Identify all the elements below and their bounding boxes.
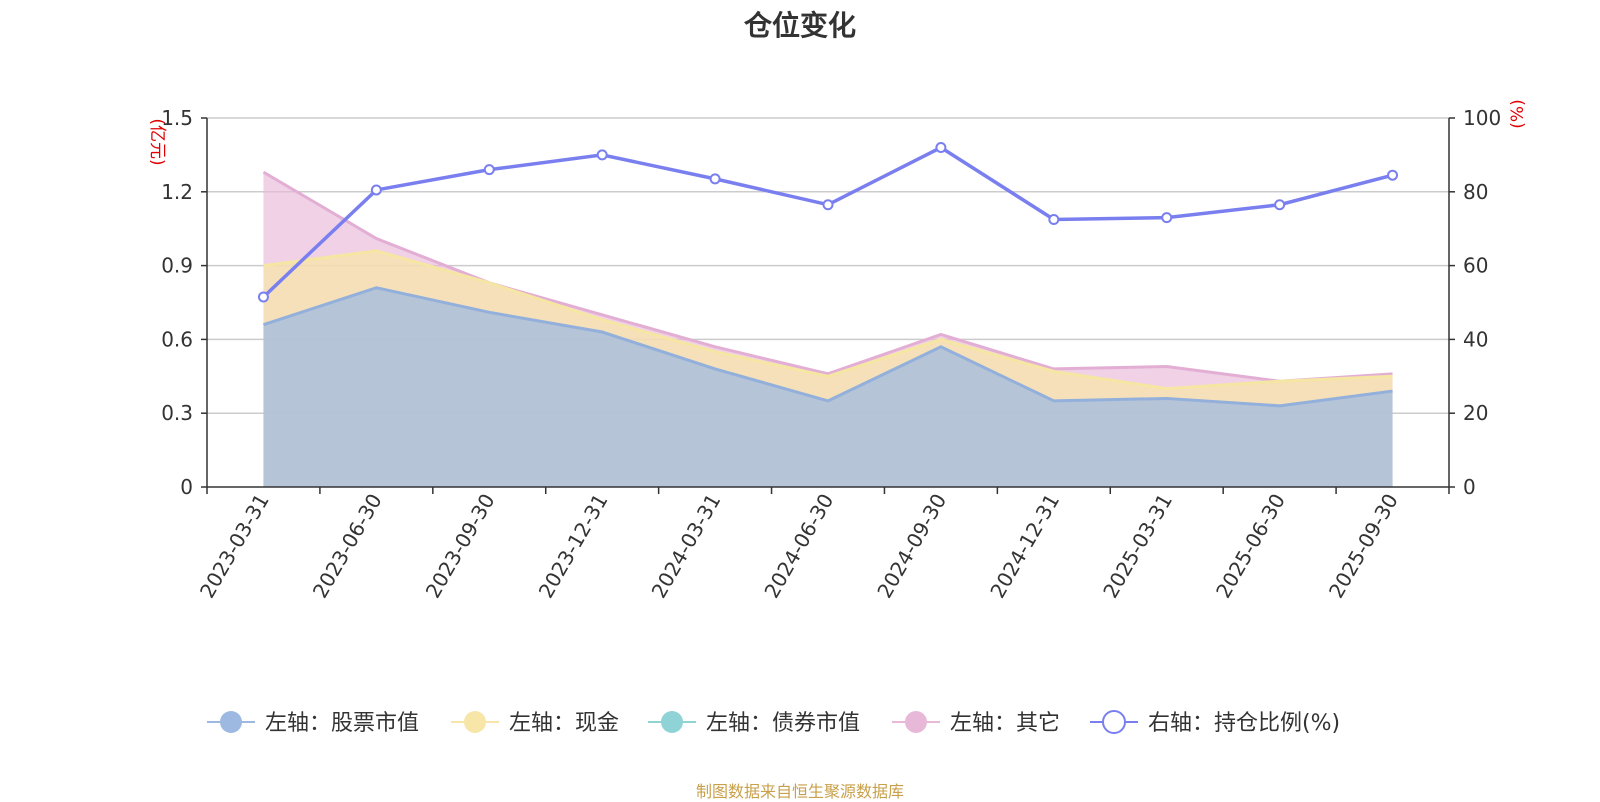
legend-marker xyxy=(905,711,927,733)
left-tick-label: 1.5 xyxy=(161,106,193,130)
ratio-point xyxy=(822,199,834,211)
legend-label: 左轴：债券市值 xyxy=(706,711,860,736)
right-axis-unit: (%) xyxy=(1508,99,1528,128)
right-tick-label: 100 xyxy=(1463,106,1501,130)
legend-label: 右轴：持仓比例(%) xyxy=(1148,711,1340,736)
legend-item[interactable]: 左轴：其它 xyxy=(892,711,1060,736)
area-line-3 xyxy=(262,170,1393,383)
area-layers xyxy=(262,170,1393,487)
legend-item[interactable]: 左轴：股票市值 xyxy=(207,711,419,736)
left-tick-label: 0 xyxy=(180,475,193,499)
left-tick-label: 1.2 xyxy=(161,180,193,204)
ratio-point xyxy=(709,173,721,185)
x-tick-label: 2023-09-30 xyxy=(421,490,500,603)
ratio-series xyxy=(257,142,1399,303)
legend-item[interactable]: 左轴：债券市值 xyxy=(648,711,860,736)
right-tick-label: 20 xyxy=(1463,401,1488,425)
right-tick-label: 60 xyxy=(1463,254,1488,278)
legend-item[interactable]: 右轴：持仓比例(%) xyxy=(1090,710,1340,736)
ratio-point xyxy=(596,149,608,161)
data-source-note: 制图数据来自恒生聚源数据库 xyxy=(695,782,904,801)
legend: 左轴：股票市值 左轴：现金 左轴：债券市值 左轴：其它 右轴：持仓比例(%) xyxy=(207,710,1340,736)
legend-marker xyxy=(220,711,242,733)
right-tick-label: 80 xyxy=(1463,180,1488,204)
ratio-point xyxy=(1274,199,1286,211)
x-tick-label: 2024-12-31 xyxy=(985,490,1064,603)
x-tick-label: 2023-12-31 xyxy=(534,490,613,603)
area-line-1 xyxy=(263,249,1393,391)
legend-label: 左轴：其它 xyxy=(950,711,1060,736)
ratio-point xyxy=(935,142,947,154)
right-tick-label: 40 xyxy=(1463,327,1488,351)
x-tick-label: 2025-09-30 xyxy=(1324,490,1403,603)
x-tick-label: 2025-06-30 xyxy=(1211,490,1290,603)
ratio-point xyxy=(257,291,269,303)
legend-label: 左轴：现金 xyxy=(509,711,619,736)
x-tick-label: 2024-03-31 xyxy=(647,490,726,603)
legend-marker xyxy=(1102,710,1126,734)
legend-item[interactable]: 左轴：现金 xyxy=(451,711,619,736)
legend-label: 左轴：股票市值 xyxy=(265,711,419,736)
left-tick-label: 0.6 xyxy=(161,327,193,351)
ratio-point xyxy=(370,184,382,196)
chart-title: 仓位变化 xyxy=(743,9,856,42)
area-0 xyxy=(263,287,1393,487)
x-tick-label: 2024-06-30 xyxy=(759,490,838,603)
x-tick-label: 2024-09-30 xyxy=(872,490,951,603)
right-tick-label: 0 xyxy=(1463,475,1476,499)
x-tick-label: 2025-03-31 xyxy=(1098,490,1177,603)
area-line-0 xyxy=(262,286,1393,408)
legend-marker xyxy=(661,711,683,733)
ratio-point xyxy=(1387,169,1399,181)
ratio-point xyxy=(483,164,495,176)
left-axis-unit: (亿元) xyxy=(147,118,167,165)
ratio-point xyxy=(1048,213,1060,225)
left-tick-label: 0.9 xyxy=(161,254,193,278)
x-tick-label: 2023-03-31 xyxy=(195,490,274,603)
x-tick-label: 2023-06-30 xyxy=(308,490,387,603)
left-tick-label: 0.3 xyxy=(161,401,193,425)
ratio-point xyxy=(1161,212,1173,224)
legend-marker xyxy=(464,711,486,733)
